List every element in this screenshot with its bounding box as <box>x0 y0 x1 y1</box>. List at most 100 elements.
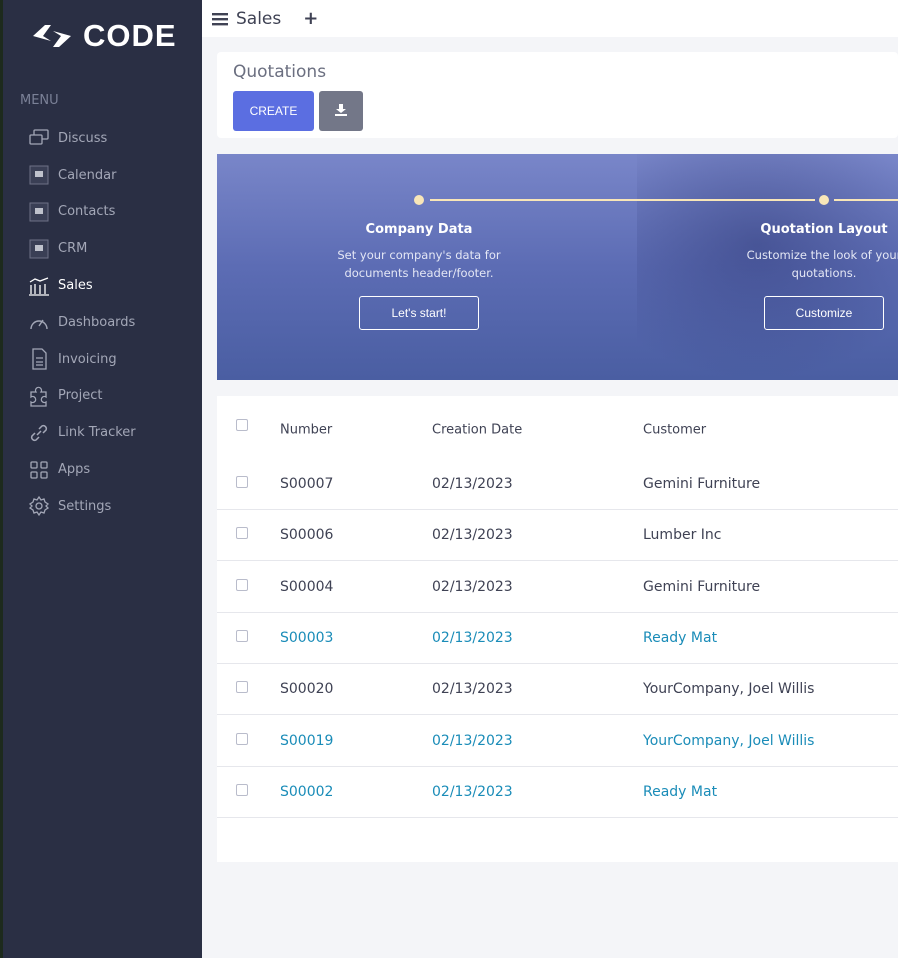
lets-start-button[interactable]: Let's start! <box>359 296 479 330</box>
sidebar-item-calendar[interactable]: Calendar <box>28 157 203 194</box>
image-placeholder-icon <box>28 201 50 223</box>
sidebar-item-invoicing[interactable]: Invoicing <box>28 341 203 378</box>
row-checkbox[interactable] <box>236 732 248 745</box>
step-company-data: Company Data Set your company's data for… <box>289 222 549 330</box>
sidebar-item-label: Apps <box>58 462 91 478</box>
creation-date: 02/13/2023 <box>432 681 513 698</box>
topbar: Sales + <box>202 0 898 37</box>
column-header-customer[interactable]: Customer <box>643 422 707 437</box>
creation-date: 02/13/2023 <box>432 578 513 595</box>
gear-icon <box>28 495 50 517</box>
creation-date: 02/13/2023 <box>432 783 513 800</box>
step-title: Quotation Layout <box>760 222 888 237</box>
quotation-number: S00019 <box>280 732 334 749</box>
step-description: Customize the look of your quotations. <box>746 248 898 280</box>
sidebar-item-label: Sales <box>58 278 93 294</box>
chat-icon <box>28 127 50 149</box>
sidebar-item-settings[interactable]: Settings <box>28 488 203 525</box>
add-icon[interactable]: + <box>303 8 319 29</box>
chart-bars-icon <box>28 275 50 297</box>
table-header: Number Creation Date Customer <box>217 404 898 455</box>
step-title: Company Data <box>365 222 473 237</box>
logo-text: CODE <box>83 18 177 53</box>
invoice-icon <box>28 348 50 370</box>
row-checkbox[interactable] <box>236 476 248 488</box>
step-quotation-layout: Quotation Layout Customize the look of y… <box>694 222 898 330</box>
sidebar: CODE MENU Discuss Calendar Contacts CRM Sale… <box>0 0 202 958</box>
table-row[interactable]: S00003 02/13/2023 Ready Mat <box>217 613 898 664</box>
quotation-number: S00020 <box>280 681 334 698</box>
link-icon <box>28 422 50 444</box>
table-row[interactable]: S00007 02/13/2023 Gemini Furniture <box>217 459 898 510</box>
puzzle-icon <box>28 385 50 407</box>
speedometer-icon <box>28 311 50 333</box>
onboarding-banner: Company Data Set your company's data for… <box>217 154 898 380</box>
menu-label: MENU <box>20 93 59 108</box>
customer: Gemini Furniture <box>643 578 761 595</box>
customer: Gemini Furniture <box>643 476 761 492</box>
creation-date: 02/13/2023 <box>432 476 513 492</box>
table-row[interactable]: S00020 02/13/2023 YourCompany, Joel Will… <box>217 664 898 716</box>
code-logo-icon <box>33 25 71 47</box>
sidebar-item-discuss[interactable]: Discuss <box>28 120 203 157</box>
sidebar-item-apps[interactable]: Apps <box>28 451 203 488</box>
step-description: Set your company's data for documents he… <box>337 248 501 280</box>
control-panel: Quotations CREATE <box>217 52 898 138</box>
sidebar-item-sales[interactable]: Sales <box>28 267 203 304</box>
sidebar-nav: Discuss Calendar Contacts CRM Sales Dashboard… <box>28 120 203 525</box>
row-checkbox[interactable] <box>236 681 248 694</box>
customize-button[interactable]: Customize <box>764 296 884 330</box>
column-header-date[interactable]: Creation Date <box>432 422 523 437</box>
row-checkbox[interactable] <box>236 578 248 591</box>
sidebar-item-label: Discuss <box>58 130 108 146</box>
table-row[interactable]: S00004 02/13/2023 Gemini Furniture <box>217 562 898 613</box>
quotations-table: Number Creation Date Customer S00007 02/… <box>217 396 898 951</box>
sidebar-item-label: Invoicing <box>58 351 117 367</box>
hamburger-menu-icon[interactable] <box>212 12 228 26</box>
page-title: Quotations <box>233 62 327 82</box>
step-connector <box>430 199 815 201</box>
select-all-checkbox[interactable] <box>236 418 248 431</box>
quotation-number: S00002 <box>280 783 334 800</box>
sidebar-item-dashboards[interactable]: Dashboards <box>28 304 203 341</box>
row-checkbox[interactable] <box>236 629 248 642</box>
sidebar-item-project[interactable]: Project <box>28 378 203 415</box>
quotation-number: S00007 <box>280 476 334 492</box>
sidebar-item-contacts[interactable]: Contacts <box>28 194 203 231</box>
app-title: Sales <box>236 8 282 29</box>
image-placeholder-icon <box>28 164 50 186</box>
creation-date: 02/13/2023 <box>432 629 513 646</box>
quotation-number: S00004 <box>280 578 334 595</box>
step-dot <box>819 195 829 205</box>
customer: Lumber Inc <box>643 527 722 544</box>
sidebar-item-label: CRM <box>58 241 88 257</box>
table-row[interactable]: S00006 02/13/2023 Lumber Inc <box>217 510 898 562</box>
download-icon <box>335 103 347 116</box>
logo[interactable]: CODE <box>31 18 177 54</box>
row-checkbox[interactable] <box>236 783 248 796</box>
create-button[interactable]: CREATE <box>233 91 314 131</box>
customer: YourCompany, Joel Willis <box>643 681 815 698</box>
column-header-number[interactable]: Number <box>280 422 333 437</box>
quotation-number: S00006 <box>280 527 334 544</box>
step-dot <box>414 195 424 205</box>
table-row[interactable]: S00019 02/13/2023 YourCompany, Joel Will… <box>217 716 898 767</box>
table-row[interactable]: S00002 02/13/2023 Ready Mat <box>217 767 898 818</box>
download-button[interactable] <box>319 91 363 131</box>
creation-date: 02/13/2023 <box>432 732 513 749</box>
sidebar-item-label: Settings <box>58 498 112 514</box>
customer: YourCompany, Joel Willis <box>643 732 815 749</box>
row-checkbox[interactable] <box>236 527 248 540</box>
customer: Ready Mat <box>643 629 718 646</box>
customer: Ready Mat <box>643 783 718 800</box>
sidebar-item-crm[interactable]: CRM <box>28 230 203 267</box>
creation-date: 02/13/2023 <box>432 527 513 544</box>
sidebar-item-label: Calendar <box>58 167 117 183</box>
sidebar-item-link-tracker[interactable]: Link Tracker <box>28 414 203 451</box>
sidebar-item-label: Project <box>58 388 103 404</box>
grid-icon <box>28 459 50 481</box>
sidebar-item-label: Link Tracker <box>58 425 136 441</box>
quotation-number: S00003 <box>280 629 334 646</box>
step-connector <box>834 199 898 201</box>
sidebar-item-label: Contacts <box>58 204 116 220</box>
